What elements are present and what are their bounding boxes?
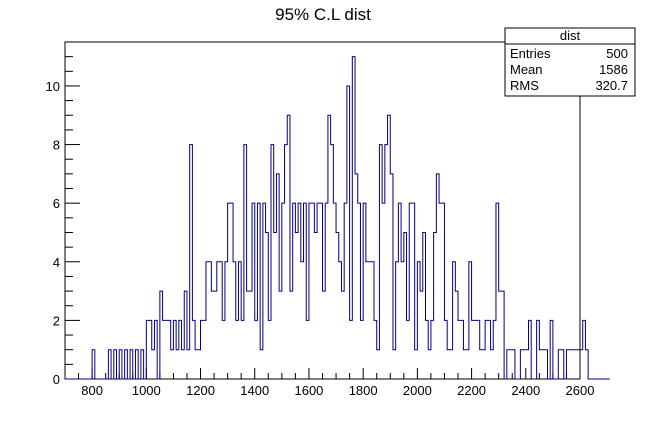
x-tick-label: 1200 [186,383,215,398]
y-tick-label: 4 [53,255,60,270]
y-tick-label: 6 [53,196,60,211]
y-tick-label: 8 [53,138,60,153]
plot-area: 800 1000 1200 1400 1600 1800 2000 2200 2400 2 6 00 … [46,41,610,398]
stats-box: dist Entries 500 Mean 1586 RMS 320.7 [504,27,636,97]
x-axis: 800 1000 1200 1400 1600 1800 2000 2200 2400 2600 [64,368,595,398]
y-tick-label: 10 [46,79,60,94]
stats-mean-label: Mean [510,62,543,77]
chart-title: 95% C.L dist [275,5,371,24]
x-tick-label: 1000 [132,383,161,398]
y-tick-label: 2 [53,313,60,328]
x-tick-label: 800 [81,383,103,398]
stats-rms-label: RMS [510,78,539,93]
histogram-line [65,56,610,380]
x-tick-label: 1400 [240,383,269,398]
x-tick-label: 2600 [566,383,595,398]
x-tick-label: 2000 [403,383,432,398]
x-tick-label: 1800 [349,383,378,398]
stats-box-title: dist [560,28,581,43]
stats-mean-value: 1586 [599,62,628,77]
x-tick-label: 2200 [457,383,486,398]
stats-box-frame [504,27,636,97]
x-tick-label: 1600 [294,383,323,398]
stats-entries-value: 500 [606,46,628,61]
y-axis: 0 2 4 6 8 10 [46,41,80,387]
x-tick-label: 2400 [511,383,540,398]
stats-entries-label: Entries [510,46,551,61]
stats-rms-value: 320.7 [595,78,628,93]
y-tick-label: 0 [53,372,60,387]
